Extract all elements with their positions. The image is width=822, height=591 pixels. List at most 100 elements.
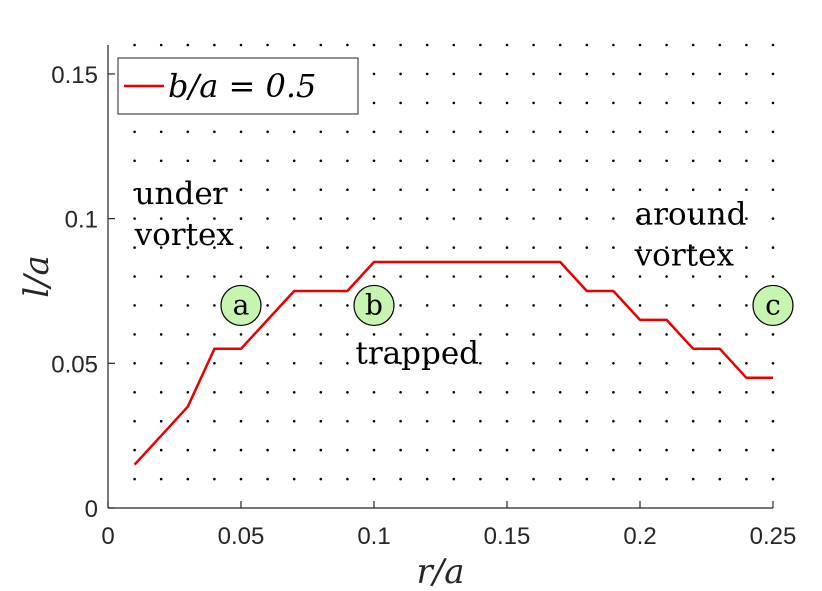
grid-dot [425, 391, 429, 394]
x-tick-label: 0.05 [218, 523, 265, 550]
grid-dot [133, 246, 136, 249]
grid-dot [691, 246, 695, 249]
grid-dot [479, 159, 482, 163]
grid-dot [612, 72, 615, 76]
grid-dot [186, 130, 190, 134]
grid-dot [452, 43, 456, 47]
grid-dot [585, 391, 589, 394]
grid-dot [346, 246, 349, 249]
x-tick-label: 0.25 [750, 523, 797, 550]
grid-dot [133, 362, 136, 365]
grid-dot [346, 275, 349, 278]
grid-dot [319, 477, 323, 481]
grid-dot [505, 419, 509, 423]
grid-dot [612, 275, 615, 278]
grid-dot [425, 477, 429, 481]
grid-dot [372, 188, 376, 191]
grid-dot [239, 217, 243, 220]
grid-dot [771, 246, 775, 249]
grid-dot [239, 246, 243, 249]
grid-dot [266, 159, 269, 163]
grid-dot [638, 188, 642, 191]
grid-dot [505, 304, 509, 307]
grid-dot [585, 246, 589, 249]
grid-dot [505, 391, 509, 394]
grid-dot [479, 101, 482, 105]
grid-dot [638, 246, 642, 249]
grid-dot [319, 448, 323, 452]
grid-dot [399, 130, 402, 134]
x-tick-label: 0.2 [623, 523, 656, 550]
grid-dot [691, 477, 695, 481]
grid-dot [479, 72, 482, 76]
grid-dot [585, 130, 589, 134]
grid-dot [292, 188, 296, 191]
grid-dot [532, 333, 535, 336]
grid-dot [372, 448, 376, 452]
grid-dot [691, 275, 695, 278]
grid-dot [213, 130, 216, 134]
grid-dot [638, 43, 642, 47]
grid-dot [665, 333, 668, 336]
grid-dot [665, 217, 668, 220]
region-label-around-vortex: vortex [634, 237, 735, 273]
grid-dot [532, 477, 535, 481]
grid-dot [346, 188, 349, 191]
grid-dot [745, 362, 748, 365]
grid-dot [346, 217, 349, 220]
grid-dot [745, 130, 748, 134]
grid-dot [372, 419, 376, 423]
grid-dot [292, 333, 296, 336]
grid-dot [665, 101, 668, 105]
grid-dot [691, 448, 695, 452]
grid-dot [532, 419, 535, 423]
grid-dot [239, 43, 243, 47]
grid-dot [479, 275, 482, 278]
grid-dot [186, 448, 190, 452]
grid-dot [479, 448, 482, 452]
series-line [133, 260, 773, 466]
grid-dot [186, 362, 190, 365]
grid-dot [159, 362, 163, 365]
grid-dot [505, 159, 509, 163]
grid-dot [691, 159, 695, 163]
grid-dot [133, 43, 136, 47]
grid-dot [292, 130, 296, 134]
grid-dot [532, 275, 535, 278]
grid-dot [425, 362, 429, 365]
grid-dot [372, 101, 376, 105]
grid-dot [665, 72, 668, 76]
grid-dot [399, 159, 402, 163]
marker-circle-b [353, 284, 395, 327]
grid-dot [532, 188, 535, 191]
x-axis-label: r/a [417, 552, 465, 591]
y-tick-label: 0.15 [51, 62, 98, 89]
grid-dot [718, 275, 722, 278]
grid-dot [505, 217, 509, 220]
grid-dot [558, 72, 562, 76]
grid-dot [532, 391, 535, 394]
grid-dot [372, 275, 376, 278]
grid-dot [505, 448, 509, 452]
grid-dot [745, 43, 748, 47]
grid-dot [585, 419, 589, 423]
grid-dot [239, 448, 243, 452]
grid-dot [186, 188, 190, 191]
grid-dot [266, 419, 269, 423]
grid-dot [319, 217, 323, 220]
grid-dot [266, 275, 269, 278]
grid-dot [186, 477, 190, 481]
grid-dot [292, 391, 296, 394]
grid-dot [372, 130, 376, 134]
grid-dot [532, 101, 535, 105]
grid-dot [213, 419, 216, 423]
grid-dot [319, 130, 323, 134]
grid-dot [292, 159, 296, 163]
grid-dot [558, 246, 562, 249]
grid-dot [479, 477, 482, 481]
grid-dot [479, 188, 482, 191]
grid-dot [399, 101, 402, 105]
grid-dot [292, 304, 296, 307]
grid-dot [133, 477, 136, 481]
grid-dot [665, 477, 668, 481]
